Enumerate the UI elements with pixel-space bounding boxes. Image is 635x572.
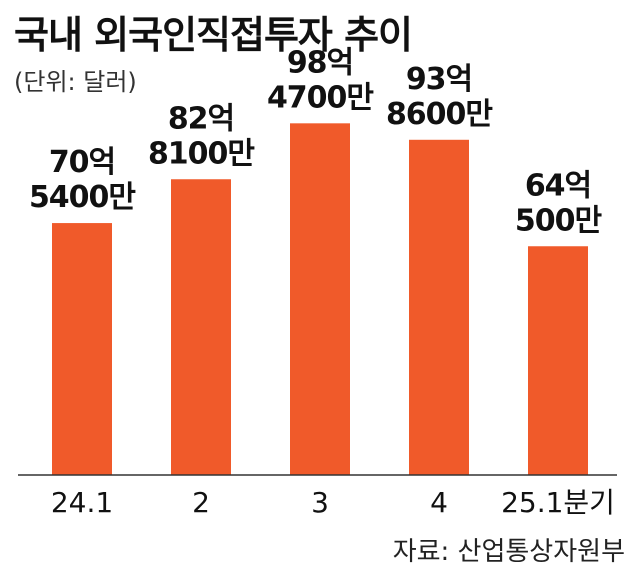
data-label-4-line-1: 93억 bbox=[406, 62, 472, 97]
data-label-2-line-2: 8100만 bbox=[148, 136, 255, 171]
data-label-1-line-2: 5400만 bbox=[29, 180, 136, 215]
x-tick-label-2: 2 bbox=[192, 486, 210, 519]
chart-title: 국내 외국인직접투자 추이 bbox=[14, 13, 413, 57]
x-tick-label-4: 4 bbox=[430, 486, 448, 519]
x-tick-label-5: 25.1분기 bbox=[501, 486, 615, 519]
bar-3 bbox=[290, 123, 350, 476]
x-tick-label-3: 3 bbox=[311, 486, 329, 519]
bar-5 bbox=[528, 246, 588, 475]
bar-1 bbox=[52, 223, 112, 475]
data-label-5-line-1: 64억 bbox=[525, 168, 591, 203]
tick-labels-group: 24.1 2 3 4 25.1분기 bbox=[51, 486, 615, 519]
bars-group bbox=[52, 123, 588, 476]
data-label-1-line-1: 70억 bbox=[49, 145, 115, 180]
data-label-3-line-1: 98억 bbox=[287, 45, 353, 80]
data-label-5-line-2: 500만 bbox=[515, 203, 603, 238]
bar-4 bbox=[409, 139, 469, 476]
source-note: 자료: 산업통상자원부 bbox=[392, 537, 625, 567]
x-tick-label-1: 24.1 bbox=[51, 486, 113, 519]
data-label-2-line-1: 82억 bbox=[168, 101, 234, 136]
data-label-3-line-2: 4700만 bbox=[267, 80, 374, 115]
bar-2 bbox=[171, 179, 231, 475]
data-label-4-line-2: 8600만 bbox=[386, 97, 493, 132]
unit-label: (단위: 달러) bbox=[14, 68, 137, 96]
